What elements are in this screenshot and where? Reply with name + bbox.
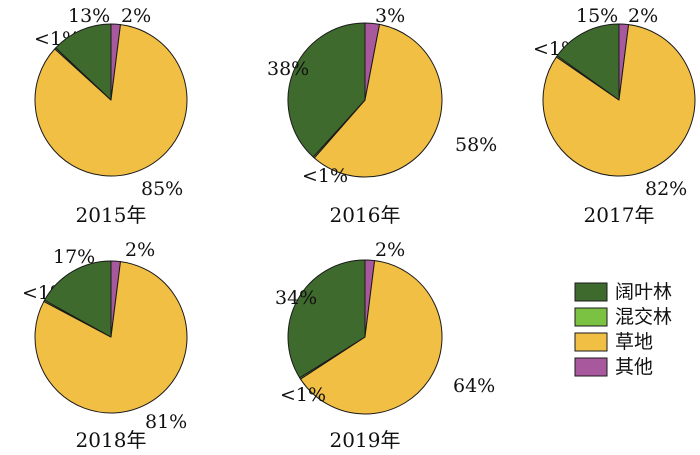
legend-item-grassland: 草地 bbox=[574, 331, 653, 353]
legend-swatch bbox=[574, 307, 608, 327]
legend-label: 混交林 bbox=[615, 306, 672, 328]
slice-label-mixed: <1% bbox=[280, 384, 326, 406]
slice-label-grassland: 64% bbox=[453, 375, 495, 397]
legend-swatch bbox=[574, 357, 608, 377]
pie-chart: 2% 64% <1% 34% 2019年 bbox=[275, 239, 495, 452]
pie-slice-broadleaf bbox=[55, 23, 112, 101]
legend-label: 阔叶林 bbox=[615, 281, 672, 303]
slice-label-broadleaf: 13% bbox=[68, 5, 110, 27]
pie-slice-broadleaf bbox=[287, 259, 366, 379]
slice-label-broadleaf: 38% bbox=[267, 58, 309, 80]
slice-label-broadleaf: 34% bbox=[275, 287, 317, 309]
pie-slice-broadleaf bbox=[556, 23, 620, 101]
slice-label-grassland: 81% bbox=[145, 411, 187, 433]
pie-title: 2017年 bbox=[584, 203, 655, 227]
pie-chart: 2%85%<1%13%2015年 bbox=[34, 5, 188, 227]
legend-label: 草地 bbox=[615, 331, 653, 353]
pie-title: 2019年 bbox=[330, 428, 401, 452]
legend-label: 其他 bbox=[615, 356, 653, 378]
legend-swatch bbox=[574, 332, 608, 352]
slice-label-broadleaf: 15% bbox=[576, 5, 618, 27]
legend-item-mixed: 混交林 bbox=[574, 306, 672, 328]
pie-chart: 2%81%<1%17%2018年 bbox=[22, 239, 188, 452]
legend-swatch bbox=[574, 282, 608, 302]
slice-label-mixed: <1% bbox=[302, 165, 348, 187]
slice-label-grassland: 85% bbox=[141, 178, 183, 200]
slice-label-other: 2% bbox=[125, 239, 155, 261]
slice-label-other: 2% bbox=[121, 5, 151, 27]
pie-slice-broadleaf bbox=[287, 22, 366, 158]
pie-charts-group: 2% 85% <1% 13% 2015年 3% 58% <1% 38% 2016年 2% 82% <1%… bbox=[22, 5, 696, 452]
slice-label-other: 2% bbox=[628, 5, 658, 27]
legend-item-other: 其他 bbox=[574, 356, 653, 378]
pie-slice-grassland bbox=[313, 23, 443, 178]
pie-title: 2018年 bbox=[76, 428, 147, 452]
pie-slice-grassland bbox=[300, 260, 443, 415]
slice-label-grassland: 82% bbox=[645, 178, 687, 200]
slice-label-broadleaf: 17% bbox=[53, 246, 95, 268]
pie-chart: 3% 58% <1% 38% 2016年 bbox=[267, 5, 497, 227]
slice-label-grassland: 58% bbox=[455, 134, 497, 156]
pie-chart: 2%82%<1%15%2017年 bbox=[533, 5, 696, 227]
pie-title: 2016年 bbox=[330, 203, 401, 227]
slice-label-other: 2% bbox=[375, 239, 405, 261]
pie-title: 2015年 bbox=[76, 203, 147, 227]
pie-slice-broadleaf bbox=[44, 260, 112, 338]
slice-label-other: 3% bbox=[375, 5, 405, 27]
legend-item-broadleaf: 阔叶林 bbox=[574, 281, 672, 303]
